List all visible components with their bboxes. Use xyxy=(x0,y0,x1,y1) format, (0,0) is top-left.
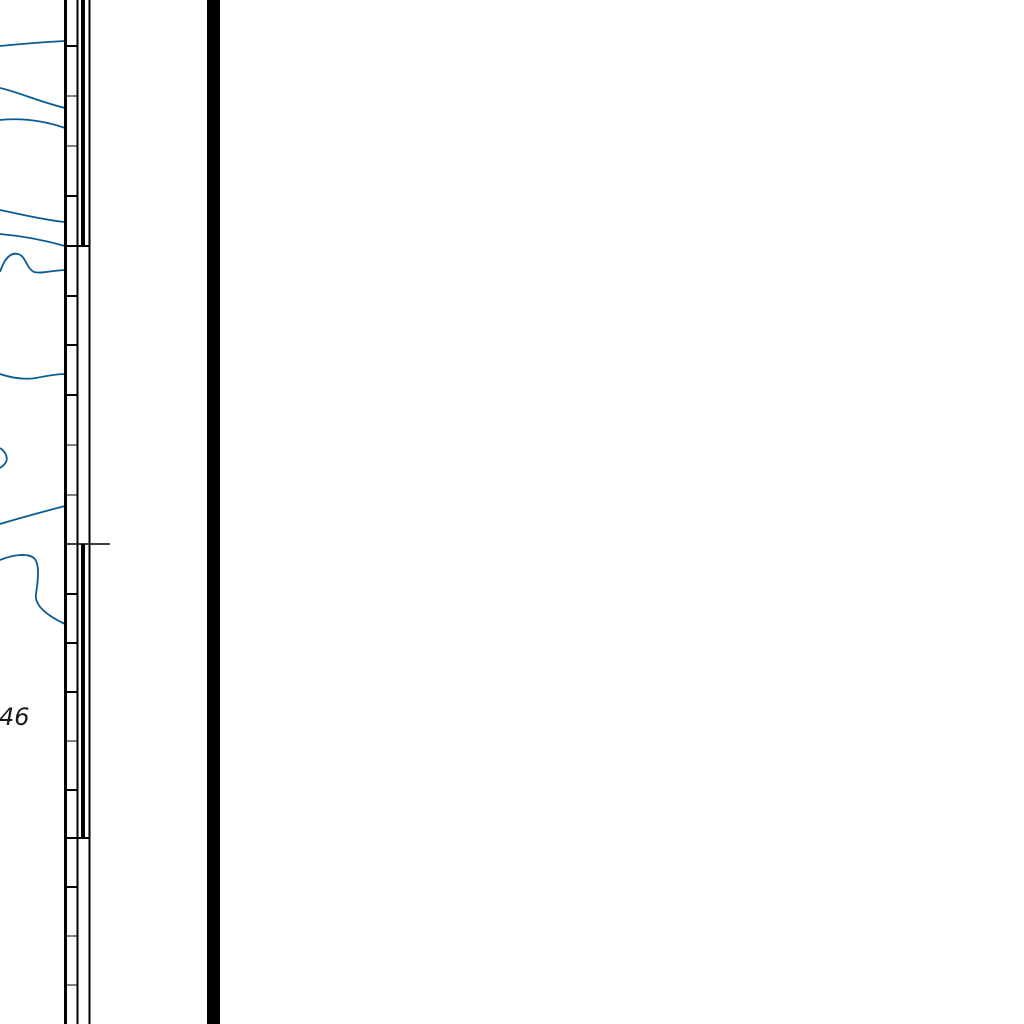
contour-line xyxy=(0,252,66,274)
contour-line xyxy=(0,373,66,380)
map-neatline xyxy=(64,0,91,1024)
contour-line xyxy=(0,505,66,525)
sheet-trim-border xyxy=(207,0,220,1024)
neatline-tick-marks xyxy=(65,45,77,986)
grid-value-label: 46 xyxy=(0,703,30,731)
latitude-scale-bar xyxy=(65,0,110,839)
contour-line xyxy=(0,447,8,469)
contour-line xyxy=(0,40,66,47)
contour-line xyxy=(0,554,66,625)
contour-line xyxy=(0,233,66,247)
contour-line xyxy=(0,118,66,129)
contour-line xyxy=(0,87,66,109)
contour-lines xyxy=(0,40,66,625)
contour-line xyxy=(0,209,66,223)
